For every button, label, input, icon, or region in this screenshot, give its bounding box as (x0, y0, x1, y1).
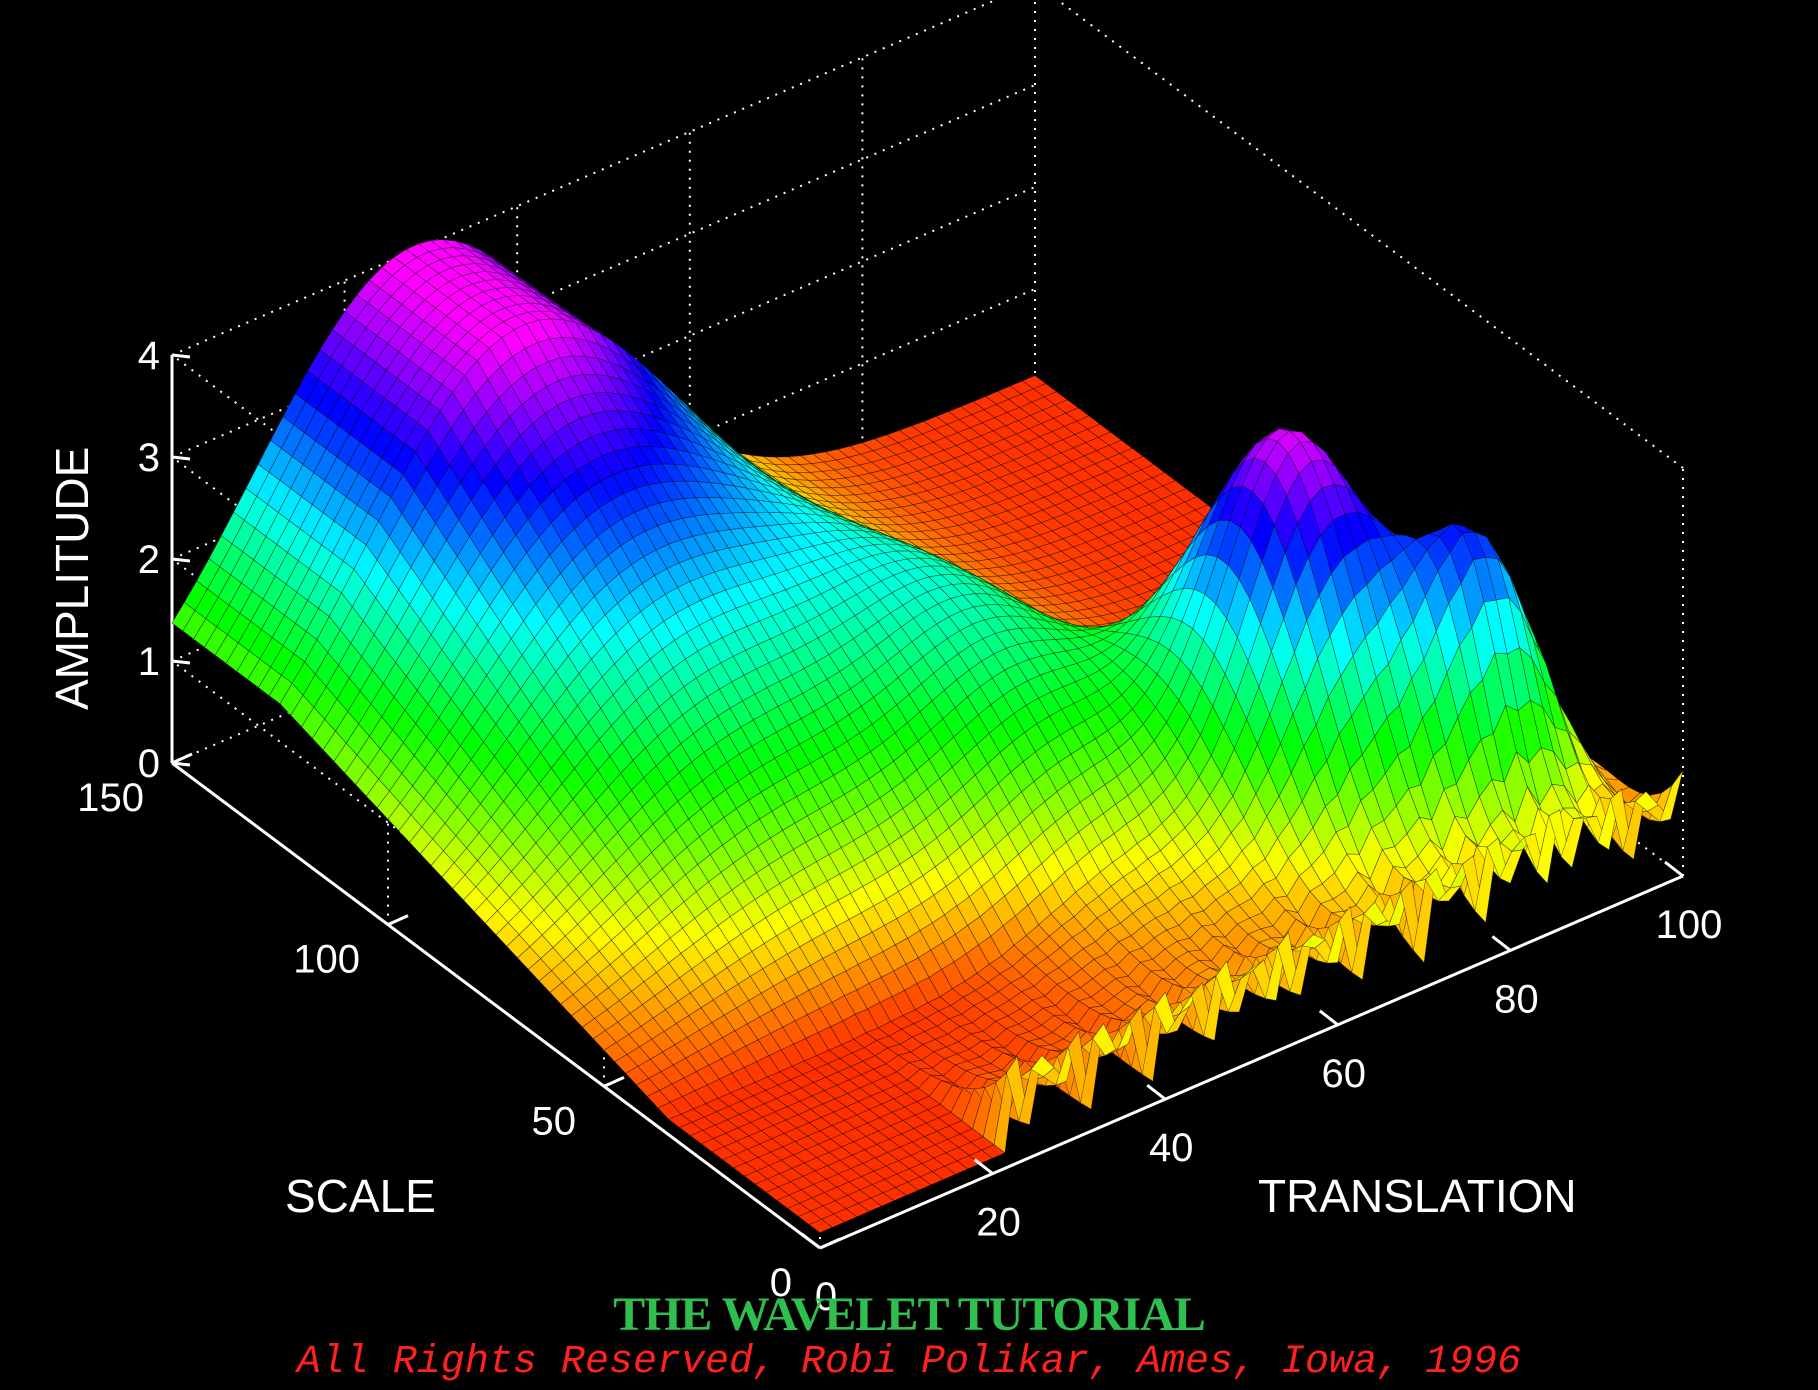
x-tick-mark (1146, 1084, 1167, 1101)
z-tick-mark (171, 353, 191, 359)
y-tick-mark (603, 1075, 625, 1088)
z-tick-label: 0 (138, 742, 160, 786)
x-tick-label: 40 (1149, 1126, 1194, 1170)
x-tick-mark (1491, 935, 1512, 952)
y-tick-label: 150 (77, 776, 144, 820)
y-tick-label: 100 (293, 938, 360, 982)
z-axis-label: AMPLITUDE (46, 447, 98, 710)
y-axis-line (171, 761, 821, 1250)
z-tick-mark (171, 557, 191, 563)
z-tick-label: 4 (138, 334, 160, 378)
surface-mesh (171, 239, 1684, 1234)
z-tick-label: 3 (138, 436, 160, 480)
footer-copyright: All Rights Reserved, Robi Polikar, Ames,… (296, 1340, 1522, 1385)
grid-line (171, 84, 1036, 458)
x-tick-mark (801, 1232, 821, 1250)
y-tick-mark (819, 1237, 841, 1250)
z-tick-mark (171, 659, 191, 665)
x-tick-label: 60 (1322, 1052, 1367, 1096)
z-tick-mark (171, 761, 191, 767)
y-tick-mark (171, 752, 193, 765)
footer-title: THE WAVELET TUTORIAL (613, 1288, 1206, 1341)
z-tick-label: 1 (138, 640, 160, 684)
z-tick-label: 2 (138, 538, 160, 582)
x-tick-mark (1664, 860, 1684, 878)
x-axis-line (819, 874, 1684, 1250)
grid-line (1056, 0, 1684, 469)
y-axis-label: SCALE (285, 1170, 436, 1222)
x-tick-mark (1318, 1009, 1339, 1026)
z-tick-mark (171, 455, 191, 461)
y-tick-label: 50 (532, 1099, 577, 1143)
x-tick-label: 100 (1656, 903, 1723, 947)
grid-line (171, 0, 999, 356)
y-tick-mark (387, 914, 409, 927)
x-axis-label: TRANSLATION (1258, 1170, 1577, 1222)
x-tick-label: 80 (1494, 977, 1539, 1021)
x-tick-label: 20 (976, 1201, 1021, 1245)
